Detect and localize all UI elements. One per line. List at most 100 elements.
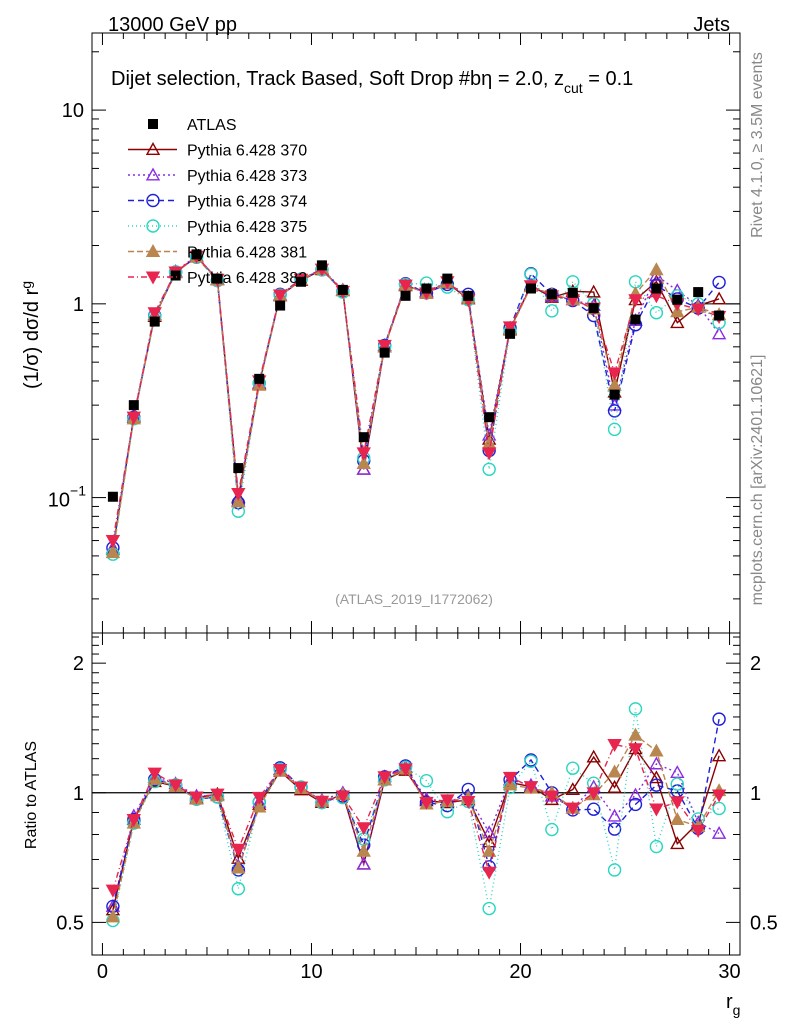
atlas-point [107,491,118,502]
ratio-point [670,836,685,850]
x-tick-label: 0 [97,961,108,983]
legend: ATLAS Pythia 6.428 370 Pythia 6.428 373 Pyt… [128,117,307,287]
ratio-point [481,843,497,857]
atlas-point [275,300,286,311]
atlas-point [379,347,390,358]
ratio-point [356,843,371,857]
ratio-point [481,825,497,839]
series-point [712,275,726,290]
series-point [628,275,643,289]
legend-label: ATLAS [187,117,237,134]
ratio-point [565,782,580,796]
ratio-point [231,882,246,896]
series-point [566,275,580,289]
ratio-point [356,822,371,836]
ratio-series-line [112,718,720,907]
x-tick-label: 10 [300,961,322,983]
atlas-point [463,290,474,301]
ratio-point [607,808,622,822]
series-line [112,256,720,555]
series-point [147,307,162,321]
series-point [628,294,643,308]
header-left: 13000 GeV pp [108,14,237,36]
series-line [112,255,720,550]
ratio-point [189,791,204,805]
atlas-point [484,412,495,423]
atlas-point [714,310,725,321]
series-point [356,447,371,461]
series-point [711,326,727,340]
atlas-point [149,316,160,327]
ratio-point [545,822,559,837]
ratio-y-label: Ratio to ATLAS [23,741,40,849]
ratio-point [691,824,706,838]
legend-label: Pythia 6.428 382 [187,270,307,287]
ratio-point [335,790,351,804]
ratio-point [482,901,496,916]
ratio-point [649,756,664,770]
legend-label: Pythia 6.428 381 [187,245,307,262]
ratio-point [231,860,246,874]
ratio-tick-label: 0.5 [56,912,84,934]
ratio-reference-line [92,303,740,794]
atlas-point [337,284,348,295]
atlas-point [296,276,307,287]
series-point [607,377,622,391]
atlas-point [630,314,641,325]
y-tick-label: 1 [73,294,84,316]
ratio-point [147,767,162,781]
ratio-tick-label: 1 [73,783,84,805]
series-point [126,411,141,425]
legend-marker [145,167,161,181]
atlas-point [609,389,620,400]
atlas-point [316,260,327,271]
reference-label: (ATLAS_2019_I1772062) [335,591,493,607]
xlabel-main: r [726,991,733,1013]
ratio-point [419,774,434,788]
ratio-point [565,802,580,816]
series-point [231,487,246,501]
ratio-point [607,739,622,753]
ratio-point [105,884,121,898]
series-line [112,254,720,548]
atlas-point [442,273,453,284]
ratio-point [649,770,664,784]
ratio-point [649,839,664,854]
ratio-point [649,778,664,792]
series-point [607,367,622,381]
ratio-point [126,814,141,827]
ratio-point [586,749,601,763]
series-point [711,291,727,305]
legend-marker [145,142,161,156]
ylabel-main: (1/σ) dσ/d r [21,288,43,389]
ratio-series-0 [105,741,727,916]
ratio-point [649,803,664,817]
series-point [377,339,392,353]
ratio-point [440,794,455,808]
atlas-point [233,463,244,474]
y-tick-exponent: −1 [70,483,86,499]
series-point [670,315,685,329]
series-5 [105,250,727,549]
ratio-tick-label-right: 1 [750,783,761,805]
series-point [586,284,601,298]
atlas-point [212,273,223,284]
ratio-series-4 [105,727,727,923]
legend-label: Pythia 6.428 373 [187,168,307,185]
atlas-point [651,283,662,294]
title-tail: = 0.1 [583,68,634,90]
ratio-point [419,796,434,810]
series-point [231,494,246,508]
series-point [105,535,121,549]
xlabel-sub: g [733,1002,741,1018]
legend-label: Pythia 6.428 375 [187,219,307,236]
ratio-point [628,743,643,757]
ratio-point [566,761,580,775]
ratio-point [711,789,727,803]
atlas-point [546,289,557,300]
atlas-point [358,432,369,443]
ratio-series-5 [105,739,727,898]
ratio-point [210,788,225,802]
atlas-point [672,294,683,305]
